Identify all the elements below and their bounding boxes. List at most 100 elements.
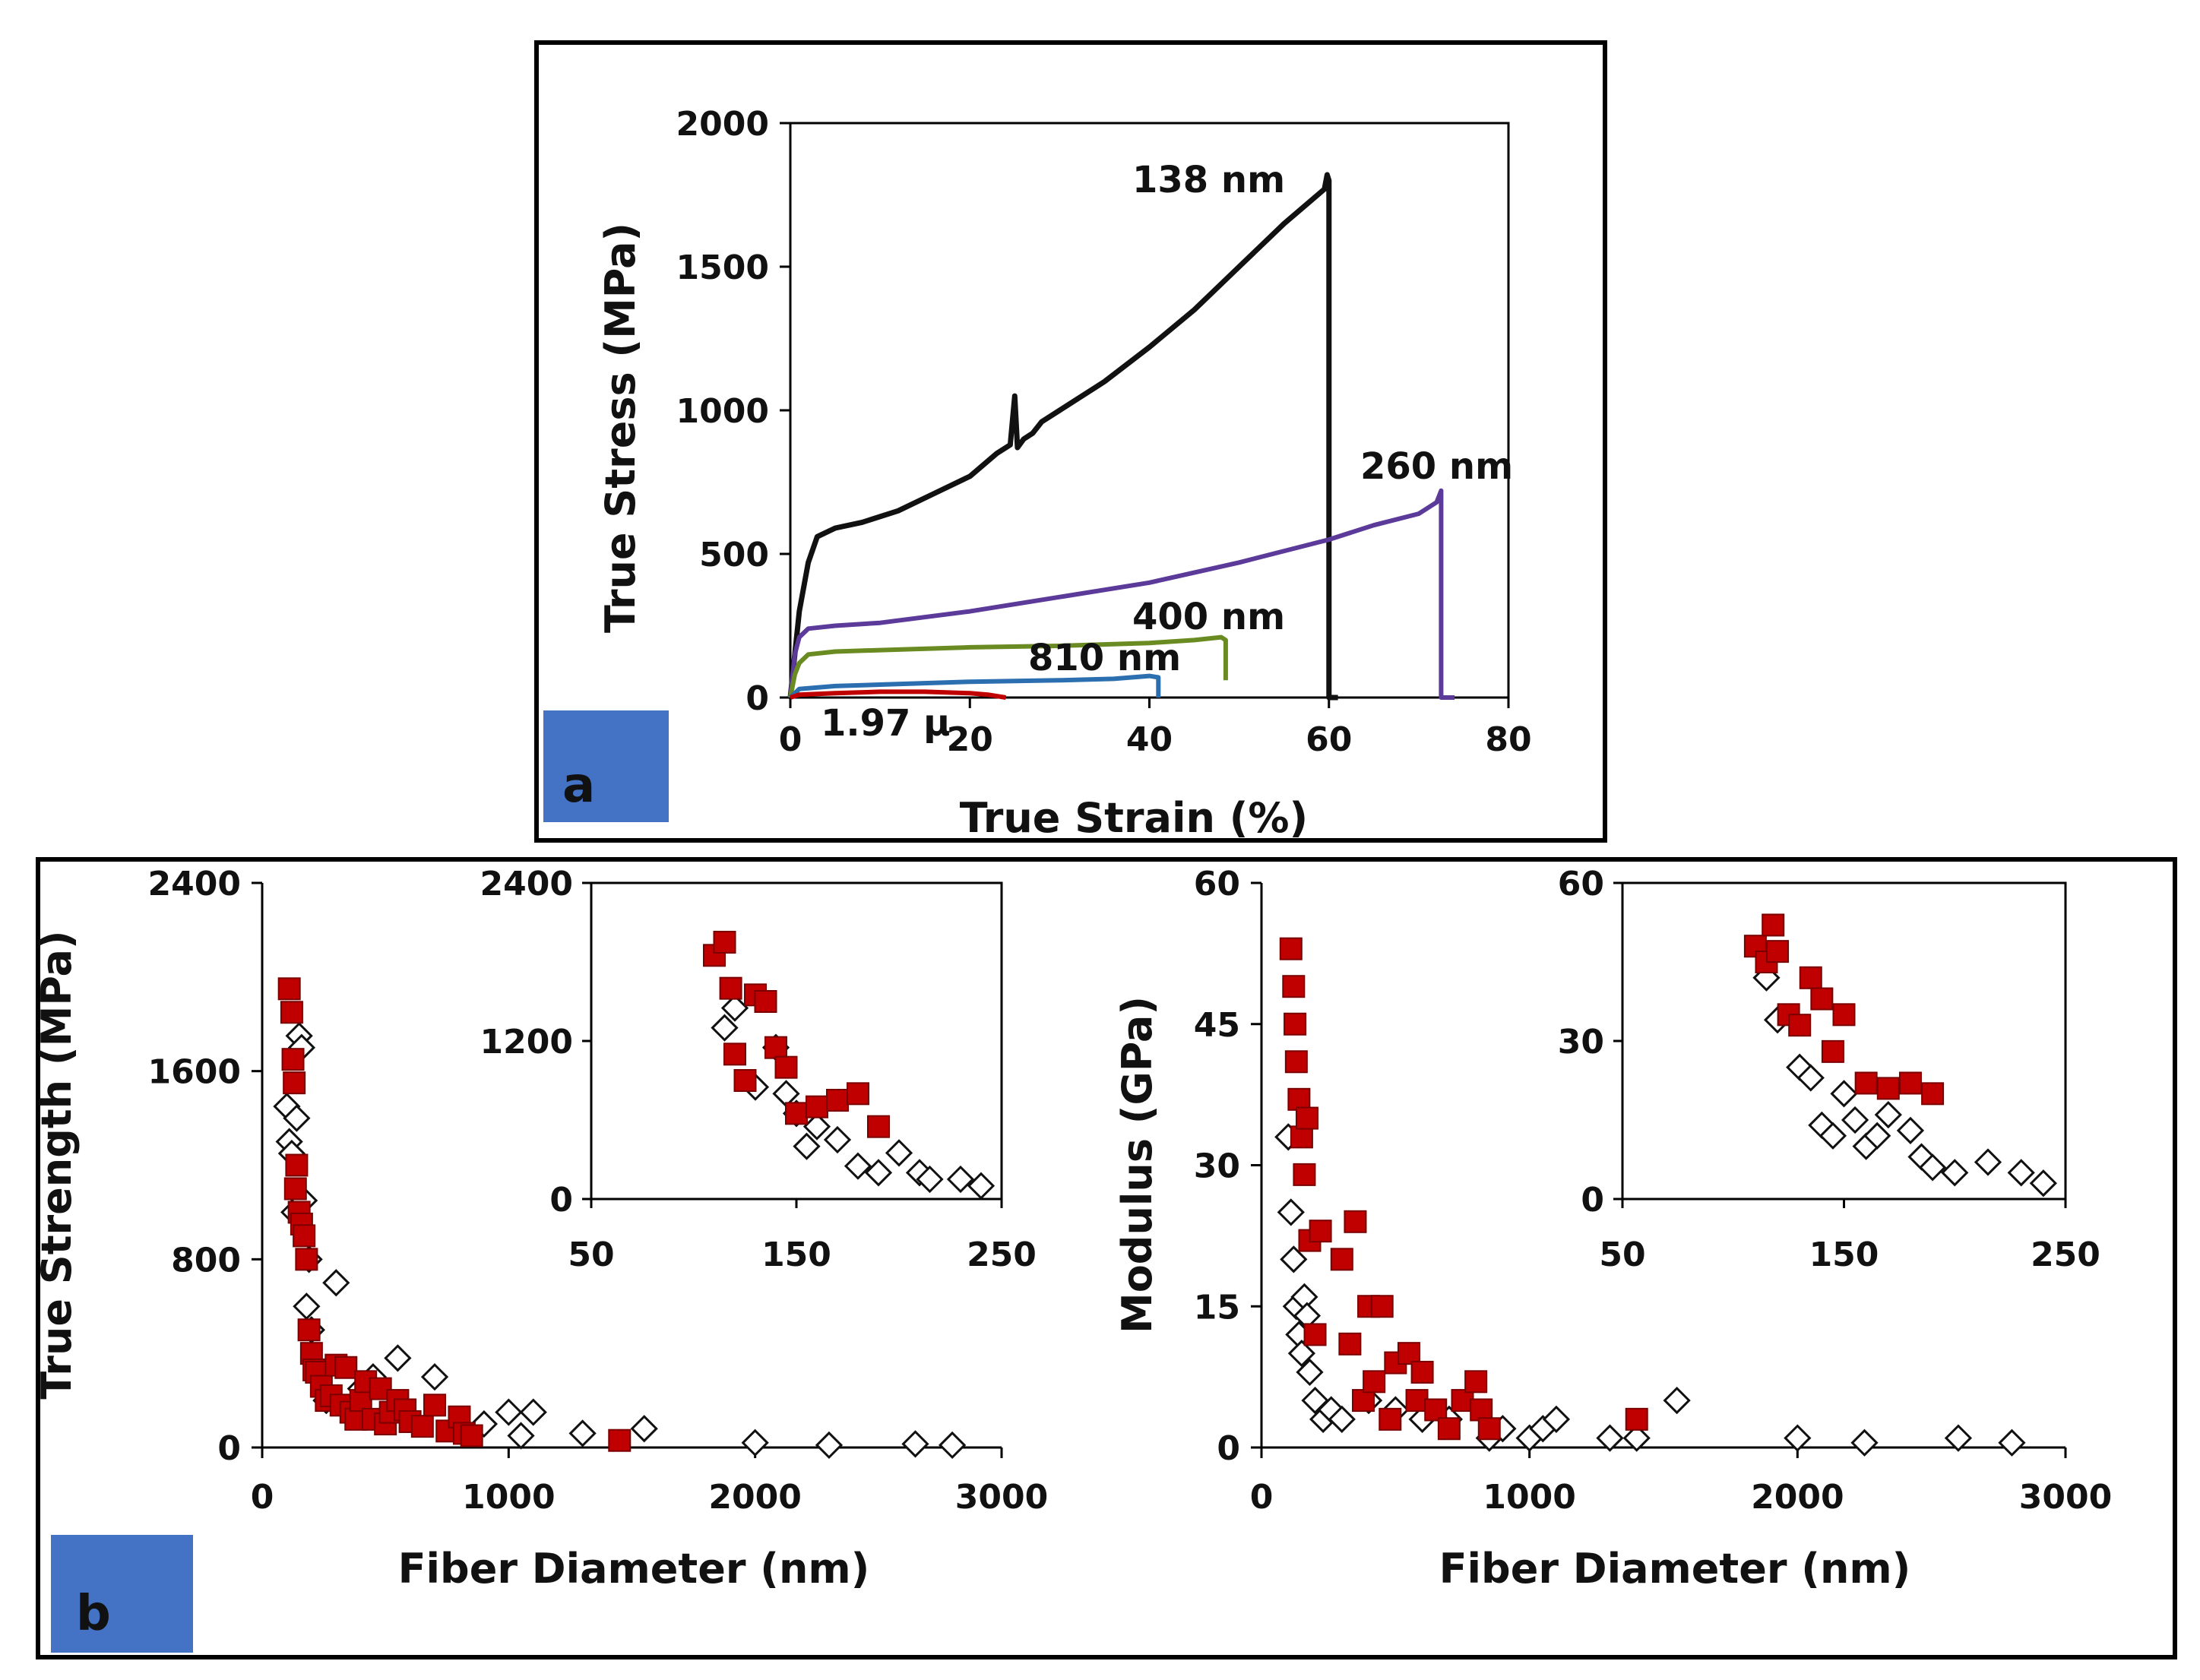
filled-square-point bbox=[1293, 1163, 1316, 1186]
filled-square-point bbox=[1338, 1332, 1362, 1356]
stress-strain-x-tick-label: 60 bbox=[1306, 720, 1352, 759]
filled-square-point bbox=[293, 1224, 316, 1248]
modulus-y-tick-label: 15 bbox=[1194, 1288, 1240, 1327]
inset-open-diamond-point bbox=[844, 1152, 872, 1180]
inset-open-diamond-point bbox=[1941, 1159, 1969, 1187]
inset-filled-square-point bbox=[733, 1069, 757, 1092]
filled-square-point bbox=[1437, 1417, 1461, 1441]
filled-square-point bbox=[1405, 1389, 1429, 1413]
inset-open-diamond-point bbox=[1796, 1064, 1825, 1092]
modulus-y-tick-label: 60 bbox=[1194, 865, 1240, 903]
open-diamond-point bbox=[1280, 1245, 1308, 1273]
open-diamond-point bbox=[1944, 1424, 1973, 1452]
open-diamond-point bbox=[1287, 1340, 1316, 1368]
stress-strain-y-tick-label: 500 bbox=[699, 536, 769, 574]
strength-y-tick-label: 800 bbox=[171, 1241, 241, 1280]
panel-b-label-box bbox=[51, 1535, 193, 1653]
open-diamond-point bbox=[1998, 1428, 2026, 1457]
filled-square-point bbox=[1303, 1323, 1327, 1346]
inset-open-diamond-point bbox=[1974, 1148, 2002, 1176]
filled-square-point bbox=[1352, 1389, 1375, 1413]
filled-square-point bbox=[297, 1318, 321, 1342]
filled-square-point bbox=[1410, 1360, 1434, 1384]
inset-filled-square-point bbox=[1832, 1003, 1856, 1027]
strength-inset-y-tick-label: 0 bbox=[549, 1181, 573, 1220]
inset-filled-square-point bbox=[754, 990, 777, 1013]
filled-square-point bbox=[295, 1248, 318, 1271]
stress-strain-x-tick-label: 80 bbox=[1485, 720, 1531, 759]
inset-filled-square-point bbox=[1921, 1082, 1945, 1106]
filled-square-point bbox=[1284, 1012, 1307, 1036]
strength-y-axis-label: True Strength (MPa) bbox=[33, 930, 81, 1399]
inset-open-diamond-point bbox=[720, 994, 749, 1022]
stress-strain-y-tick-label: 1500 bbox=[676, 248, 769, 287]
inset-open-diamond-point bbox=[711, 1014, 739, 1042]
modulus-inset-chart: 50 150 250 0 30 60 bbox=[1558, 865, 2100, 1274]
modulus-inset-y-tick-label: 30 bbox=[1558, 1023, 1604, 1061]
inset-filled-square-point bbox=[1799, 966, 1822, 989]
filled-square-point bbox=[283, 1071, 306, 1095]
filled-square-point bbox=[1282, 975, 1306, 998]
series-label: 260 nm bbox=[1360, 445, 1513, 488]
inset-filled-square-point bbox=[723, 1042, 746, 1066]
strength-x-tick-label: 0 bbox=[251, 1478, 274, 1517]
open-diamond-point bbox=[1542, 1405, 1571, 1433]
inset-filled-square-point bbox=[1898, 1071, 1922, 1095]
strength-inset-x-tick-label: 150 bbox=[761, 1235, 831, 1274]
inset-open-diamond-point bbox=[1841, 1106, 1869, 1134]
open-diamond-point bbox=[901, 1430, 929, 1458]
panel-b-label: b bbox=[76, 1586, 111, 1642]
modulus-x-tick-label: 3000 bbox=[2019, 1478, 2112, 1517]
open-diamond-point bbox=[630, 1415, 658, 1443]
filled-square-point bbox=[423, 1394, 447, 1417]
filled-square-point bbox=[1379, 1407, 1402, 1431]
filled-square-point bbox=[410, 1415, 434, 1438]
open-diamond-point bbox=[1277, 1198, 1305, 1226]
filled-square-point bbox=[1424, 1398, 1448, 1422]
stress-strain-x-tick-label: 0 bbox=[779, 720, 802, 759]
inset-filled-square-point bbox=[806, 1095, 828, 1118]
inset-open-diamond-point bbox=[2007, 1159, 2035, 1187]
inset-open-diamond-point bbox=[1830, 1080, 1858, 1108]
open-diamond-point bbox=[1850, 1428, 1879, 1457]
inset-filled-square-point bbox=[764, 1036, 787, 1059]
strength-inset-bg bbox=[591, 883, 1002, 1199]
modulus-x-tick-label: 2000 bbox=[1751, 1478, 1844, 1517]
filled-square-point bbox=[1397, 1342, 1420, 1365]
stress-strain-x-tick-label: 20 bbox=[947, 720, 993, 759]
series-label: 810 nm bbox=[1028, 637, 1181, 679]
filled-square-point bbox=[277, 977, 301, 1001]
modulus-inset-x-tick-label: 250 bbox=[2031, 1235, 2100, 1274]
stress-strain-y-axis-label: True Stress (MPa) bbox=[597, 223, 644, 633]
inset-open-diamond-point bbox=[885, 1139, 913, 1167]
inset-filled-square-point bbox=[867, 1115, 890, 1138]
panel-a-frame bbox=[534, 40, 1607, 843]
strength-vs-diameter-chart: 0 1000 2000 3000 0 800 1600 2400 Fiber Diameter … bbox=[33, 865, 1048, 1593]
open-diamond-point bbox=[519, 1398, 547, 1426]
inset-filled-square-point bbox=[1821, 1039, 1844, 1063]
inset-open-diamond-point bbox=[1896, 1116, 1925, 1144]
modulus-y-tick-label: 30 bbox=[1194, 1147, 1240, 1186]
inset-filled-square-point bbox=[1854, 1071, 1878, 1095]
inset-open-diamond-point bbox=[967, 1172, 996, 1200]
inset-open-diamond-point bbox=[2029, 1169, 2057, 1198]
stress-strain-x-tick-label: 40 bbox=[1126, 720, 1173, 759]
filled-square-point bbox=[1477, 1417, 1501, 1441]
inset-open-diamond-point bbox=[916, 1165, 944, 1194]
series-line-400-nm bbox=[788, 634, 1228, 698]
series-label: 400 nm bbox=[1132, 596, 1285, 638]
modulus-y-axis-label: Modulus (GPa) bbox=[1113, 996, 1161, 1334]
panel-a-label-box bbox=[543, 710, 669, 822]
inset-open-diamond-point bbox=[823, 1125, 852, 1154]
open-diamond-point bbox=[1328, 1405, 1356, 1433]
open-diamond-point bbox=[283, 1104, 311, 1132]
series-line-138-nm bbox=[787, 172, 1338, 701]
inset-filled-square-point bbox=[785, 1102, 808, 1125]
filled-square-point bbox=[369, 1377, 392, 1400]
filled-square-point bbox=[1284, 1050, 1308, 1074]
inset-filled-square-point bbox=[713, 931, 736, 954]
strength-x-tick-label: 2000 bbox=[708, 1478, 801, 1517]
inset-open-diamond-point bbox=[1918, 1153, 1947, 1182]
strength-x-tick-label: 1000 bbox=[462, 1478, 555, 1517]
